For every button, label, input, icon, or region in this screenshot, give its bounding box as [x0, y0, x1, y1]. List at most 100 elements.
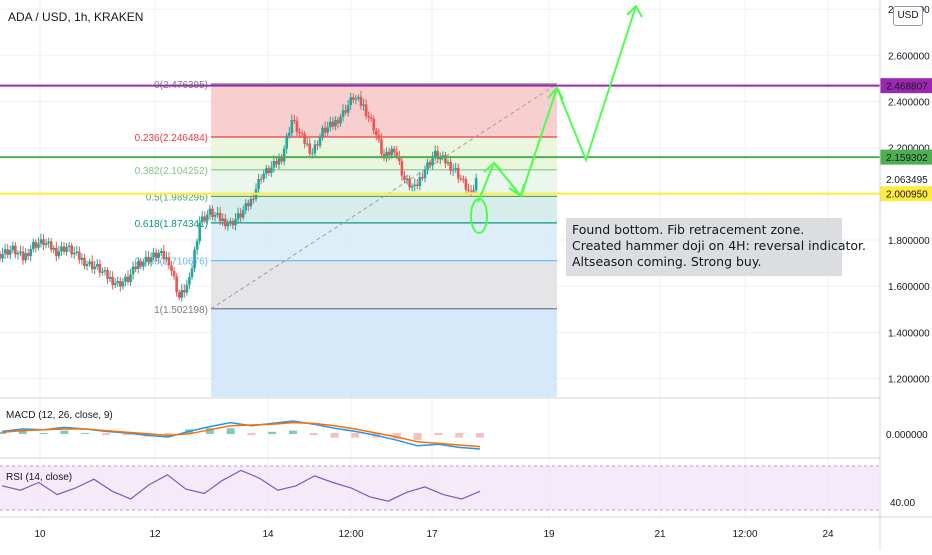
candle-body	[139, 261, 143, 267]
macd-title: MACD (12, 26, close, 9)	[6, 410, 113, 421]
candle-body	[426, 162, 429, 170]
candle-body	[121, 281, 125, 287]
rsi-tick-label: 40.00	[890, 498, 915, 509]
candle-body	[75, 251, 79, 253]
macd-histogram-bar	[226, 428, 235, 434]
price-tick-label: 1.800000	[888, 236, 930, 247]
price-label-value: 2.468807	[886, 82, 928, 93]
candle-body	[21, 251, 25, 261]
macd-histogram-bar	[18, 430, 27, 434]
macd-tick-label: 0.000000	[886, 430, 928, 441]
currency-button[interactable]: USD	[893, 6, 923, 26]
candle-body	[244, 203, 248, 211]
candle-body	[270, 167, 273, 173]
candle-body	[474, 178, 478, 190]
price-tick-label: 1.400000	[888, 328, 930, 339]
signal-line	[1, 421, 481, 448]
candle-body	[405, 178, 409, 181]
candle-body	[175, 276, 178, 293]
candle-body	[149, 257, 153, 263]
candle-body	[70, 245, 73, 255]
arrow-head	[547, 86, 564, 100]
price-tick-label: 2.400000	[888, 98, 930, 109]
candle-body	[170, 265, 173, 271]
candle-body	[206, 214, 209, 221]
candle-body	[341, 110, 345, 117]
candle-body	[387, 151, 391, 156]
candle-body	[367, 115, 370, 118]
candle-body	[11, 245, 15, 251]
macd-histogram-bar	[247, 433, 256, 436]
candle-body	[142, 261, 145, 267]
candle-body	[42, 239, 45, 246]
candle-body	[308, 143, 312, 154]
candle-body	[249, 198, 253, 207]
candle-body	[134, 266, 137, 270]
candle-body	[124, 276, 127, 282]
candle-body	[446, 162, 450, 164]
time-tick-label: 10	[34, 529, 46, 540]
candle-body	[349, 97, 353, 106]
price-label-badge	[880, 149, 932, 165]
macd-histogram-bar	[392, 433, 401, 439]
macd-histogram-bar	[205, 428, 214, 434]
candle-body	[154, 252, 158, 258]
projection-arrow	[477, 5, 637, 203]
candle-body	[395, 152, 399, 157]
candle-body	[334, 119, 337, 127]
candle-body	[190, 268, 194, 277]
price-label-value: 2.063495	[886, 175, 928, 186]
rsi-title: RSI (14, close)	[6, 472, 72, 483]
candle-body	[359, 96, 363, 106]
candle-body	[83, 257, 86, 267]
candle-body	[364, 104, 368, 116]
macd-histogram-bar	[351, 433, 360, 438]
candle-body	[57, 251, 61, 257]
candle-body	[185, 284, 189, 293]
price-tick-label: 1.200000	[888, 375, 930, 386]
candle-body	[290, 120, 294, 133]
candle-body	[152, 252, 155, 258]
macd-histogram-bar	[476, 433, 484, 438]
price-label-value: 2.000950	[886, 190, 928, 201]
candle-body	[188, 276, 191, 285]
candle-body	[29, 249, 33, 257]
fib-zone	[211, 260, 557, 309]
candle-body	[392, 148, 396, 153]
candle-body	[26, 253, 30, 257]
time-tick-label: 17	[426, 529, 438, 540]
annotation-note[interactable]: Found bottom. Fib retracement zone. Crea…	[566, 218, 866, 276]
rsi-band	[0, 466, 880, 510]
price-label-value: 2.159302	[886, 153, 928, 164]
candle-body	[346, 105, 350, 113]
candle-body	[88, 261, 91, 265]
candle-body	[111, 276, 114, 286]
candle-body	[298, 132, 301, 134]
time-tick-label: 12	[149, 529, 161, 540]
candle-body	[131, 266, 135, 275]
candle-body	[126, 276, 130, 283]
candle-body	[78, 251, 81, 260]
candle-body	[380, 139, 383, 154]
candle-body	[472, 189, 475, 192]
candle-body	[362, 104, 365, 106]
candle-body	[98, 264, 102, 273]
candle-body	[398, 156, 401, 162]
candle-body	[234, 219, 237, 226]
candle-body	[0, 253, 2, 259]
candle-body	[293, 120, 296, 122]
candle-body	[221, 218, 225, 222]
candle-body	[300, 132, 304, 134]
fib-level-label: 0.618(1.874341)	[135, 219, 208, 230]
candle-body	[239, 213, 242, 218]
candle-body	[103, 270, 107, 272]
candle-body	[467, 189, 470, 191]
candle-body	[203, 216, 207, 221]
candle-body	[241, 210, 245, 218]
macd-histogram-bar	[60, 430, 69, 434]
candle-body	[14, 245, 17, 255]
macd-histogram-bar	[455, 433, 464, 438]
fib-zone	[211, 196, 557, 223]
